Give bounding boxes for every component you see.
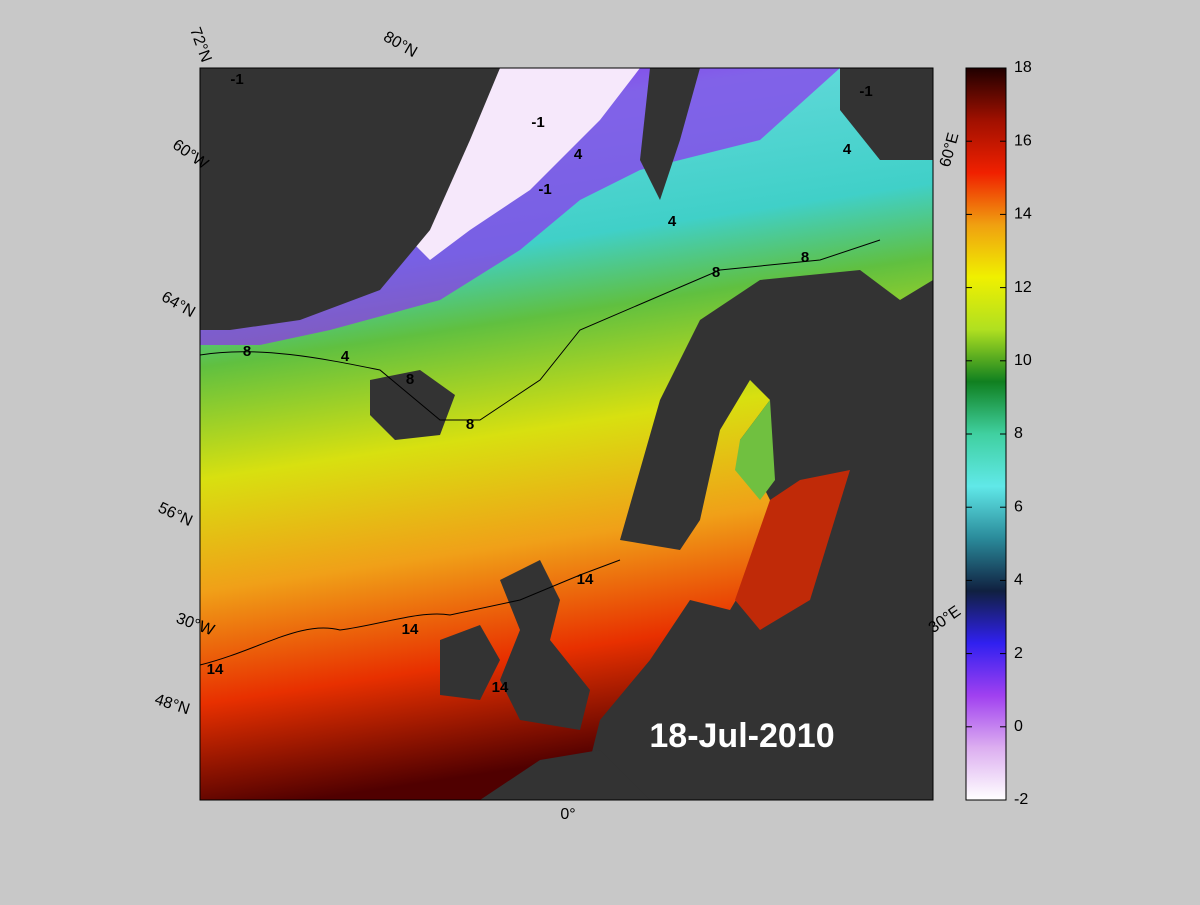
contour-line xyxy=(200,559,621,666)
contour-label: -1 xyxy=(859,83,872,100)
contour-label: -1 xyxy=(531,114,544,131)
baltic xyxy=(735,470,850,630)
scandinavia-europe xyxy=(580,270,933,800)
colorbar-tick-label: -2 xyxy=(1014,791,1028,808)
colorbar-tick-label: 16 xyxy=(1014,132,1032,149)
map-frame xyxy=(199,67,934,801)
contour-label: 14 xyxy=(492,679,509,696)
contour-label: 14 xyxy=(207,661,224,678)
colorbar-tick-label: 6 xyxy=(1014,498,1023,515)
novaya-zemlya xyxy=(840,68,933,160)
contour-label: 4 xyxy=(341,348,350,365)
graticule-label: 0° xyxy=(560,806,575,823)
map xyxy=(200,68,933,800)
colorbar xyxy=(965,67,1007,801)
contour-label: 8 xyxy=(712,264,720,281)
contour-label: 8 xyxy=(466,416,474,433)
contour-label: 8 xyxy=(243,343,251,360)
colorbar-tick-label: 2 xyxy=(1014,645,1023,662)
contour-label: 8 xyxy=(801,249,809,266)
colorbar-tick-label: 4 xyxy=(1014,572,1023,589)
graticule-label: 72°N xyxy=(186,25,214,64)
contour-label: 4 xyxy=(843,141,852,158)
contour-label: -1 xyxy=(538,181,551,198)
contour-label: 14 xyxy=(402,621,419,638)
contour-label: 8 xyxy=(406,371,414,388)
iceland xyxy=(370,370,455,440)
bothnia xyxy=(735,400,775,500)
france xyxy=(480,750,650,800)
colorbar-tick-label: 0 xyxy=(1014,718,1023,735)
colorbar-tick-label: 14 xyxy=(1014,206,1032,223)
colorbar-tick-label: 12 xyxy=(1014,279,1032,296)
graticule-label: 80°N xyxy=(380,28,419,61)
colorbar-tick-label: 10 xyxy=(1014,352,1032,369)
contour-line xyxy=(200,239,881,421)
contour-label: 14 xyxy=(577,571,594,588)
graticule-label: 60°E xyxy=(937,131,962,169)
colorbar-tick-label: 8 xyxy=(1014,425,1023,442)
ireland xyxy=(440,625,500,700)
graticule-label: 56°N xyxy=(155,499,195,530)
graticule-label: 48°N xyxy=(152,691,191,718)
ice xyxy=(400,68,640,260)
contour-label: 4 xyxy=(668,213,677,230)
contour-label: -1 xyxy=(230,71,243,88)
colorbar-tick-label: 18 xyxy=(1014,59,1032,76)
graticule-label: 64°N xyxy=(158,288,197,321)
britain xyxy=(500,560,590,730)
contour-label: 4 xyxy=(574,146,583,163)
svalbard xyxy=(640,68,700,200)
date-label: 18-Jul-2010 xyxy=(649,717,834,755)
greenland xyxy=(200,68,500,330)
